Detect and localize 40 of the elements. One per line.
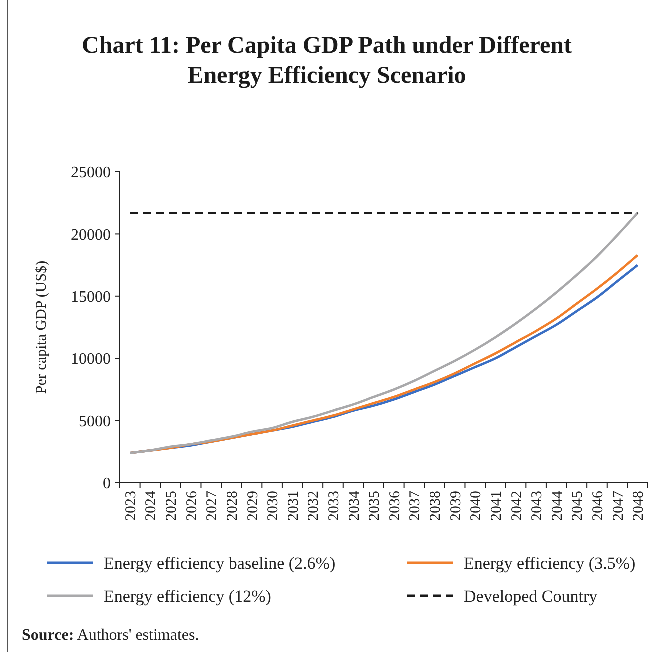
legend-label: Developed Country (464, 586, 598, 606)
chart-title: Chart 11: Per Capita GDP Path under Different Energy Efficiency Scenario (82, 33, 572, 89)
y-tick-label: 15000 (71, 289, 111, 306)
y-tick-label: 10000 (71, 351, 111, 368)
y-axis-title: Per capita GDP (US$) (34, 260, 50, 394)
x-tick-label: 2035 (367, 491, 384, 521)
y-tick-label: 0 (103, 476, 111, 493)
legend-label: Energy efficiency (3.5%) (464, 554, 636, 573)
x-tick-label: 2038 (428, 491, 444, 521)
x-tick-label: 2043 (530, 491, 546, 521)
x-tick-label: 2026 (184, 490, 200, 521)
x-tick-label: 2041 (488, 491, 505, 521)
x-tick-label: 2027 (204, 490, 221, 521)
x-tick-label: 2036 (387, 490, 404, 521)
x-tick-label: 2042 (509, 491, 526, 521)
x-tick-label: 2039 (448, 491, 464, 521)
x-tick-label: 2032 (306, 491, 322, 521)
y-tick-label: 20000 (71, 226, 111, 244)
x-tick-label: 2029 (245, 491, 262, 521)
line-series (128, 212, 640, 454)
x-tick-label: 2037 (408, 490, 424, 521)
x-tick-label: 2023 (123, 491, 140, 521)
x-tick-label: 2028 (224, 491, 241, 521)
y-tick-label: 25000 (71, 164, 111, 182)
legend-label: Energy efficiency baseline (2.6%) (104, 554, 336, 573)
x-tick-label: 2046 (590, 490, 606, 521)
x-tick-label: 2025 (164, 491, 180, 521)
x-tick-label: 2047 (610, 490, 627, 521)
x-tick-label: 2044 (550, 490, 566, 521)
x-tick-label: 2045 (570, 491, 586, 521)
source-note: Source: Authors' estimates. (22, 627, 200, 644)
x-tick-label: 2024 (144, 490, 160, 521)
y-tick-label: 5000 (79, 413, 111, 430)
x-tick-label: 2033 (326, 491, 342, 521)
x-tick-label: 2040 (468, 491, 485, 521)
legend-label: Energy efficiency (12%) (104, 586, 272, 606)
x-tick-label: 2048 (631, 491, 648, 521)
x-tick-label: 2034 (346, 490, 363, 521)
x-tick-label: 2030 (266, 491, 282, 521)
x-tick-label: 2031 (286, 491, 302, 521)
